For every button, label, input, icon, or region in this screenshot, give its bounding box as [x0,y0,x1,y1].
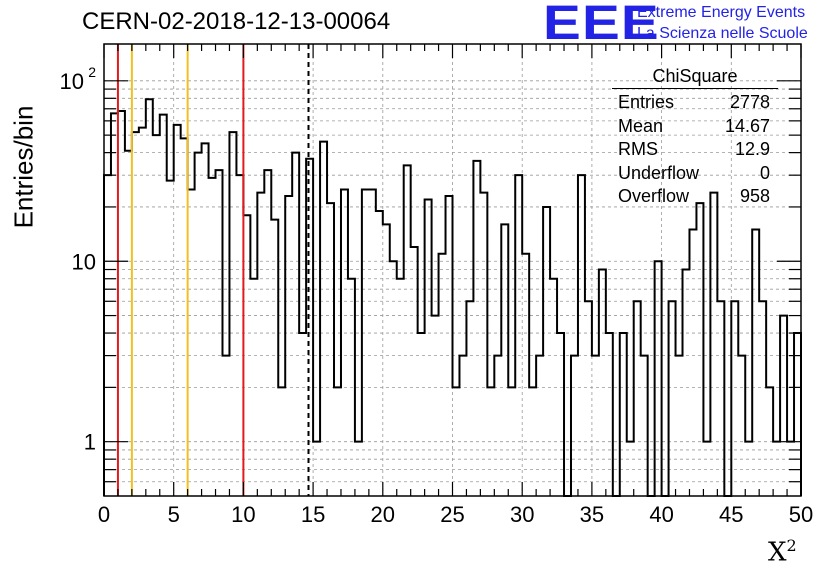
stats-row-rms: RMS 12.9 [612,138,778,162]
stats-value: 958 [739,186,770,206]
stats-value: 2778 [729,92,770,112]
x-tick-label: 40 [649,502,673,527]
stats-row-entries: Entries 2778 [612,91,778,115]
logo-subtitle-1: Extreme Energy Events [637,4,806,21]
y-tick-label: 1 [84,430,96,455]
chart-title: CERN-02-2018-12-13-00064 [82,8,391,35]
stats-label: RMS [618,139,658,159]
x-axis-label-text: X [768,537,787,568]
logo-subtitle-2: La Scienza nelle Scuole [637,25,808,42]
x-axis-label: X2 [768,536,797,568]
stats-value: 0 [759,162,770,183]
x-tick-label: 30 [510,502,534,527]
x-tick-label: 10 [231,502,255,527]
x-tick-label: 25 [440,502,464,527]
histogram-series [103,98,802,497]
stats-label: Mean [618,115,664,136]
x-tick-label: 35 [580,502,604,527]
y-axis-label-box: Entries/bin [8,106,40,229]
x-tick-label: 50 [789,502,813,527]
x-tick-label: 5 [168,502,180,527]
stats-row-underflow: Underflow 0 [612,162,778,186]
x-tick-label: 15 [301,502,325,527]
stats-label: Overflow [618,186,690,206]
x-tick-label: 45 [719,502,743,527]
y-tick-label: 10 [72,249,96,274]
stats-box: ChiSquare Entries 2778 Mean 14.67 RMS 12.9 … [612,66,778,209]
stats-label: Underflow [618,162,700,183]
stats-row-mean: Mean 14.67 [612,115,778,139]
y-tick-label: 10 [60,69,84,94]
stats-row-overflow: Overflow 958 [612,185,778,209]
stats-value: 12.9 [734,139,770,159]
stats-title: ChiSquare [612,66,778,89]
x-tick-label: 20 [371,502,395,527]
x-axis-label-superscript: 2 [786,536,797,555]
y-axis-label: Entries/bin [8,105,39,229]
eee-logo: EEE [543,0,660,50]
stats-label: Entries [618,92,675,112]
x-tick-label: 0 [98,502,110,527]
y-tick-label-superscript: 2 [88,64,96,80]
stats-value: 14.67 [724,115,770,136]
